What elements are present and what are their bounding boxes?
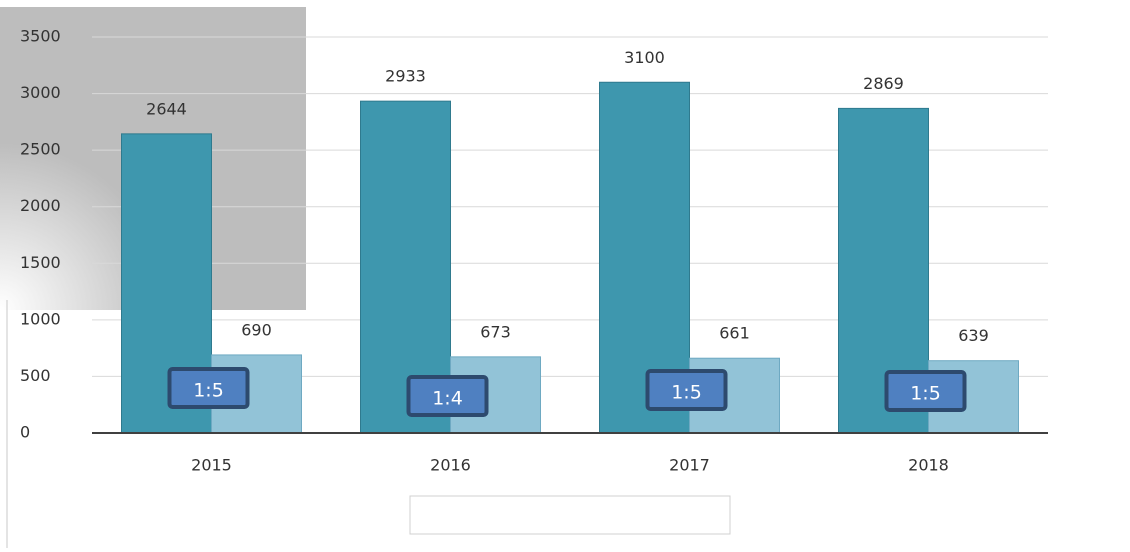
value-label: 2933 <box>385 67 426 86</box>
value-label: 639 <box>958 326 989 345</box>
annotation: 1:4 <box>432 388 463 410</box>
legend-box <box>409 495 731 535</box>
x-tick-label: 2015 <box>191 456 232 475</box>
y-tick-label: 2000 <box>20 196 61 215</box>
y-tick-label: 1500 <box>20 253 61 272</box>
annotation: 1:5 <box>671 382 702 404</box>
value-label: 661 <box>719 324 750 343</box>
y-tick-label: 0 <box>20 423 30 442</box>
bar <box>450 356 541 434</box>
value-label: 2644 <box>146 99 187 118</box>
annotation-box <box>884 370 967 412</box>
value-label: 690 <box>241 320 272 339</box>
value-label: 3100 <box>624 48 665 67</box>
y-tick-label: 3500 <box>20 27 61 46</box>
annotation-box <box>167 367 250 409</box>
annotation-box <box>406 375 489 417</box>
value-label: 2869 <box>863 74 904 93</box>
y-tick-label: 1000 <box>20 309 61 328</box>
value-label: 673 <box>480 322 511 341</box>
x-tick-label: 2018 <box>908 456 949 475</box>
x-tick-label: 2017 <box>669 456 710 475</box>
y-tick-label: 3000 <box>20 83 61 102</box>
x-tick-label: 2016 <box>430 456 471 475</box>
annotation: 1:5 <box>910 383 941 405</box>
y-tick-label: 2500 <box>20 140 61 159</box>
y-tick-label: 500 <box>20 366 51 385</box>
annotation: 1:5 <box>193 380 224 402</box>
annotation-box <box>645 369 728 411</box>
